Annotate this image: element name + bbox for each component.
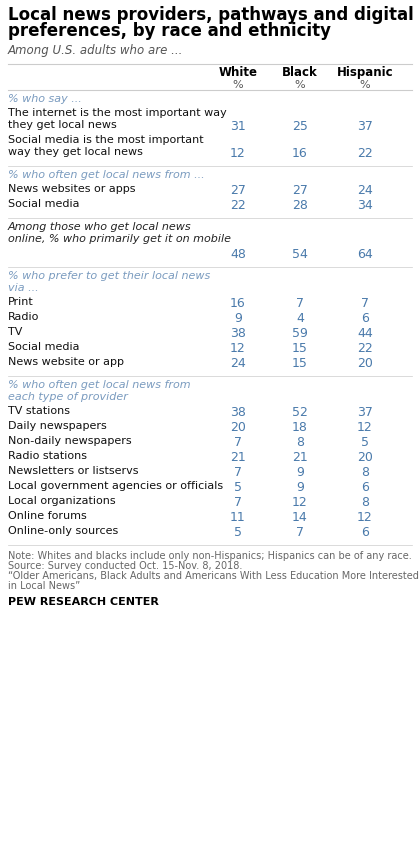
Text: online, % who primarily get it on mobile: online, % who primarily get it on mobile (8, 234, 231, 244)
Text: Black: Black (282, 66, 318, 79)
Text: Social media: Social media (8, 342, 79, 352)
Text: 44: 44 (357, 327, 373, 340)
Text: 5: 5 (234, 481, 242, 494)
Text: 15: 15 (292, 357, 308, 370)
Text: Non-daily newspapers: Non-daily newspapers (8, 436, 131, 446)
Text: 38: 38 (230, 327, 246, 340)
Text: 16: 16 (230, 297, 246, 310)
Text: Radio: Radio (8, 312, 39, 322)
Text: 18: 18 (292, 421, 308, 434)
Text: White: White (218, 66, 257, 79)
Text: 6: 6 (361, 312, 369, 325)
Text: %: % (360, 80, 370, 90)
Text: 22: 22 (357, 342, 373, 355)
Text: 20: 20 (357, 357, 373, 370)
Text: The internet is the most important way: The internet is the most important way (8, 108, 227, 118)
Text: 12: 12 (292, 496, 308, 509)
Text: Among U.S. adults who are ...: Among U.S. adults who are ... (8, 44, 184, 57)
Text: 48: 48 (230, 248, 246, 261)
Text: 15: 15 (292, 342, 308, 355)
Text: Among those who get local news: Among those who get local news (8, 222, 192, 232)
Text: 24: 24 (230, 357, 246, 370)
Text: % who say ...: % who say ... (8, 94, 82, 104)
Text: % who prefer to get their local news: % who prefer to get their local news (8, 271, 210, 281)
Text: % who often get local news from ...: % who often get local news from ... (8, 170, 205, 180)
Text: 5: 5 (361, 436, 369, 449)
Text: 16: 16 (292, 147, 308, 160)
Text: News websites or apps: News websites or apps (8, 184, 136, 194)
Text: Daily newspapers: Daily newspapers (8, 421, 107, 431)
Text: 6: 6 (361, 526, 369, 539)
Text: 8: 8 (361, 466, 369, 479)
Text: Online forums: Online forums (8, 511, 87, 521)
Text: 22: 22 (357, 147, 373, 160)
Text: “Older Americans, Black Adults and Americans With Less Education More Interested: “Older Americans, Black Adults and Ameri… (8, 571, 419, 581)
Text: 64: 64 (357, 248, 373, 261)
Text: 9: 9 (296, 466, 304, 479)
Text: 12: 12 (230, 147, 246, 160)
Text: 59: 59 (292, 327, 308, 340)
Text: 27: 27 (230, 184, 246, 197)
Text: Local government agencies or officials: Local government agencies or officials (8, 481, 223, 491)
Text: Print: Print (8, 297, 34, 307)
Text: 7: 7 (296, 526, 304, 539)
Text: 34: 34 (357, 199, 373, 212)
Text: 52: 52 (292, 406, 308, 419)
Text: Hispanic: Hispanic (337, 66, 393, 79)
Text: 8: 8 (361, 496, 369, 509)
Text: 7: 7 (234, 436, 242, 449)
Text: preferences, by race and ethnicity: preferences, by race and ethnicity (8, 22, 331, 40)
Text: TV: TV (8, 327, 22, 337)
Text: Source: Survey conducted Oct. 15-Nov. 8, 2018.: Source: Survey conducted Oct. 15-Nov. 8,… (8, 561, 242, 571)
Text: Radio stations: Radio stations (8, 451, 87, 461)
Text: Newsletters or listservs: Newsletters or listservs (8, 466, 139, 476)
Text: each type of provider: each type of provider (8, 392, 128, 402)
Text: 24: 24 (357, 184, 373, 197)
Text: 14: 14 (292, 511, 308, 524)
Text: 27: 27 (292, 184, 308, 197)
Text: 6: 6 (361, 481, 369, 494)
Text: 9: 9 (296, 481, 304, 494)
Text: 20: 20 (357, 451, 373, 464)
Text: 7: 7 (361, 297, 369, 310)
Text: 9: 9 (234, 312, 242, 325)
Text: News website or app: News website or app (8, 357, 124, 367)
Text: Note: Whites and blacks include only non-Hispanics; Hispanics can be of any race: Note: Whites and blacks include only non… (8, 551, 412, 561)
Text: Online-only sources: Online-only sources (8, 526, 118, 536)
Text: 8: 8 (296, 436, 304, 449)
Text: 7: 7 (234, 466, 242, 479)
Text: 12: 12 (357, 511, 373, 524)
Text: 21: 21 (292, 451, 308, 464)
Text: %: % (295, 80, 305, 90)
Text: % who often get local news from: % who often get local news from (8, 380, 191, 390)
Text: 12: 12 (357, 421, 373, 434)
Text: 28: 28 (292, 199, 308, 212)
Text: 31: 31 (230, 120, 246, 133)
Text: PEW RESEARCH CENTER: PEW RESEARCH CENTER (8, 597, 159, 607)
Text: 21: 21 (230, 451, 246, 464)
Text: via ...: via ... (8, 283, 39, 293)
Text: 22: 22 (230, 199, 246, 212)
Text: in Local News”: in Local News” (8, 581, 80, 591)
Text: 20: 20 (230, 421, 246, 434)
Text: 7: 7 (234, 496, 242, 509)
Text: 38: 38 (230, 406, 246, 419)
Text: 37: 37 (357, 120, 373, 133)
Text: 5: 5 (234, 526, 242, 539)
Text: 7: 7 (296, 297, 304, 310)
Text: 11: 11 (230, 511, 246, 524)
Text: 4: 4 (296, 312, 304, 325)
Text: TV stations: TV stations (8, 406, 70, 416)
Text: they get local news: they get local news (8, 120, 117, 130)
Text: Local news providers, pathways and digital: Local news providers, pathways and digit… (8, 6, 414, 24)
Text: 37: 37 (357, 406, 373, 419)
Text: 54: 54 (292, 248, 308, 261)
Text: way they get local news: way they get local news (8, 147, 143, 157)
Text: 25: 25 (292, 120, 308, 133)
Text: Social media is the most important: Social media is the most important (8, 135, 204, 145)
Text: 12: 12 (230, 342, 246, 355)
Text: Local organizations: Local organizations (8, 496, 116, 506)
Text: %: % (233, 80, 243, 90)
Text: Social media: Social media (8, 199, 79, 209)
